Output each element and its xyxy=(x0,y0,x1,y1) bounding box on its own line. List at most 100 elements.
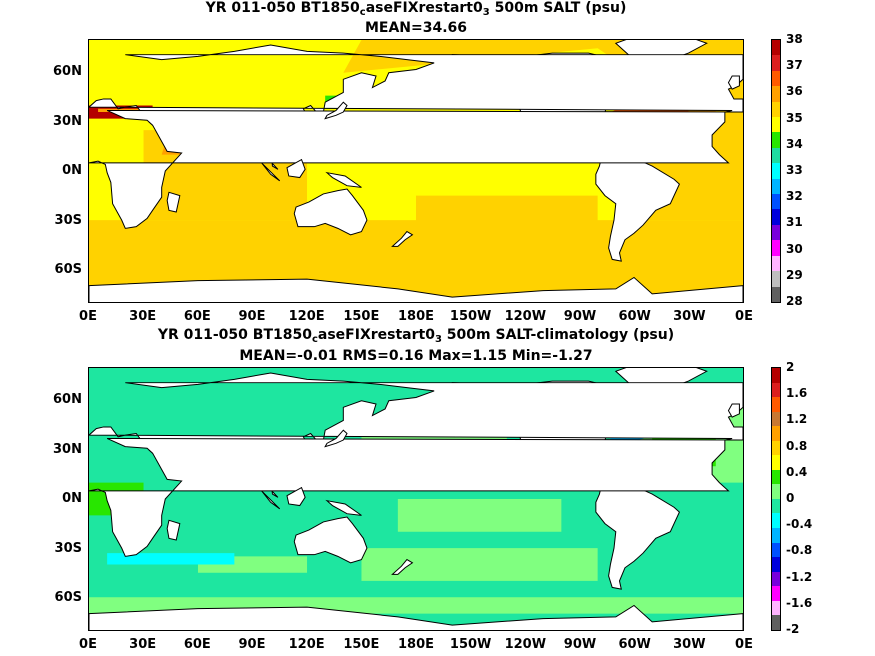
map-svg xyxy=(89,368,743,630)
colorbar-label: 35 xyxy=(786,110,803,125)
colorbar-segment xyxy=(772,571,780,587)
colorbar-label: -1.2 xyxy=(786,569,813,584)
colorbar-segment xyxy=(772,615,780,630)
x-tick-label: 150E xyxy=(343,309,380,324)
land-mass xyxy=(727,75,740,90)
y-tick-label: 30N xyxy=(53,441,82,457)
colorbar-segment xyxy=(772,40,780,56)
colorbar-label: 37 xyxy=(786,58,803,73)
land-mass xyxy=(324,101,348,120)
land-mass xyxy=(595,480,680,590)
colorbar-label: 0.8 xyxy=(786,438,808,453)
land-mass xyxy=(261,162,281,182)
x-tick-label: 120W xyxy=(504,637,547,652)
x-tick-label: 0E xyxy=(79,637,97,652)
colorbar-segment xyxy=(772,101,780,118)
land-mass xyxy=(325,171,362,188)
colorbar-segment xyxy=(772,542,780,558)
colorbar-segment xyxy=(772,147,780,164)
colorbar-segment xyxy=(772,255,780,272)
land-mass xyxy=(89,437,743,557)
colorbar-label: 0 xyxy=(786,491,795,505)
land-mass xyxy=(166,191,181,213)
land-mass xyxy=(293,188,368,236)
panel1-map xyxy=(88,39,744,303)
colorbar-segment xyxy=(772,484,780,499)
land-mass xyxy=(325,499,362,516)
colorbar-label: 28 xyxy=(786,294,803,308)
colorbar-segment xyxy=(772,132,780,148)
colorbar-segment xyxy=(772,440,780,456)
colorbar-segment xyxy=(772,469,780,485)
y-tick-label: 0N xyxy=(62,491,82,506)
colorbar-segment xyxy=(772,368,780,383)
y-tick-label: 0N xyxy=(62,163,82,178)
colorbar-label: -0.4 xyxy=(786,517,813,532)
colorbar-label: 34 xyxy=(786,136,803,151)
land-mass xyxy=(293,516,368,564)
x-tick-label: 180E xyxy=(397,309,435,324)
x-tick-label: 60W xyxy=(618,637,651,652)
y-tick-label: 60N xyxy=(53,64,82,79)
colorbar-segment xyxy=(772,55,780,71)
colorbar-label: 29 xyxy=(786,267,803,282)
colorbar-segment xyxy=(772,600,780,616)
colorbar-segment xyxy=(772,209,780,225)
x-tick-label: 60E xyxy=(183,309,211,324)
colorbar-label: -2 xyxy=(786,622,800,636)
colorbar-segment xyxy=(772,586,780,601)
colorbar-segment xyxy=(772,455,780,470)
colorbar-label: -0.8 xyxy=(786,543,813,558)
colorbar-segment xyxy=(772,382,780,398)
colorbar-label: 0.4 xyxy=(786,464,808,479)
x-tick-label: 30W xyxy=(673,309,706,324)
land-mass xyxy=(286,158,306,179)
x-tick-label: 120E xyxy=(288,309,325,324)
panel1-colorbar xyxy=(771,39,781,303)
x-tick-label: 0E xyxy=(735,637,753,652)
land-mass xyxy=(89,276,743,302)
colorbar-label: 38 xyxy=(786,32,803,46)
y-tick-label: 30S xyxy=(54,212,82,228)
colorbar-label: 31 xyxy=(786,215,803,230)
colorbar-segment xyxy=(772,513,780,529)
land-mass xyxy=(324,429,348,448)
colorbar-label: 2 xyxy=(786,360,795,374)
y-tick-label: 30N xyxy=(53,113,82,129)
land-mass xyxy=(286,486,306,507)
x-tick-label: 90W xyxy=(563,637,597,652)
land-mass xyxy=(261,490,281,510)
panel2-map xyxy=(88,367,744,631)
contour-region xyxy=(361,548,598,581)
contour-region xyxy=(397,499,562,532)
x-tick-label: 120W xyxy=(504,309,547,324)
panel2-subtitle: MEAN=-0.01 RMS=0.16 Max=1.15 Min=-1.27 xyxy=(239,348,593,364)
x-tick-label: 60E xyxy=(183,637,211,652)
x-tick-label: 30W xyxy=(673,637,706,652)
colorbar-label: -1.6 xyxy=(786,595,813,610)
colorbar-segment xyxy=(772,86,780,102)
colorbar-segment xyxy=(772,178,780,195)
land-mass xyxy=(166,519,181,541)
contour-region xyxy=(107,553,235,565)
y-tick-label: 60S xyxy=(54,262,82,277)
land-mass xyxy=(89,604,743,630)
x-tick-label: 180E xyxy=(397,637,435,652)
colorbar-segment xyxy=(772,498,780,514)
land-mass xyxy=(89,109,743,229)
colorbar-segment xyxy=(772,528,780,543)
panel2-title: YR 011-050 BT1850caseFIXrestart03 500m S… xyxy=(157,327,675,345)
colorbar-segment xyxy=(772,194,780,210)
colorbar-label: 30 xyxy=(786,241,803,256)
x-tick-label: 120E xyxy=(288,637,325,652)
x-tick-label: 90E xyxy=(238,309,266,324)
x-tick-label: 60W xyxy=(618,309,651,324)
colorbar-segment xyxy=(772,271,780,287)
colorbar-label: 32 xyxy=(786,189,803,204)
x-tick-label: 90E xyxy=(238,637,266,652)
colorbar-segment xyxy=(772,117,780,133)
colorbar-segment xyxy=(772,557,780,572)
colorbar-segment xyxy=(772,163,780,179)
colorbar-segment xyxy=(772,70,780,87)
land-mass xyxy=(595,152,680,262)
